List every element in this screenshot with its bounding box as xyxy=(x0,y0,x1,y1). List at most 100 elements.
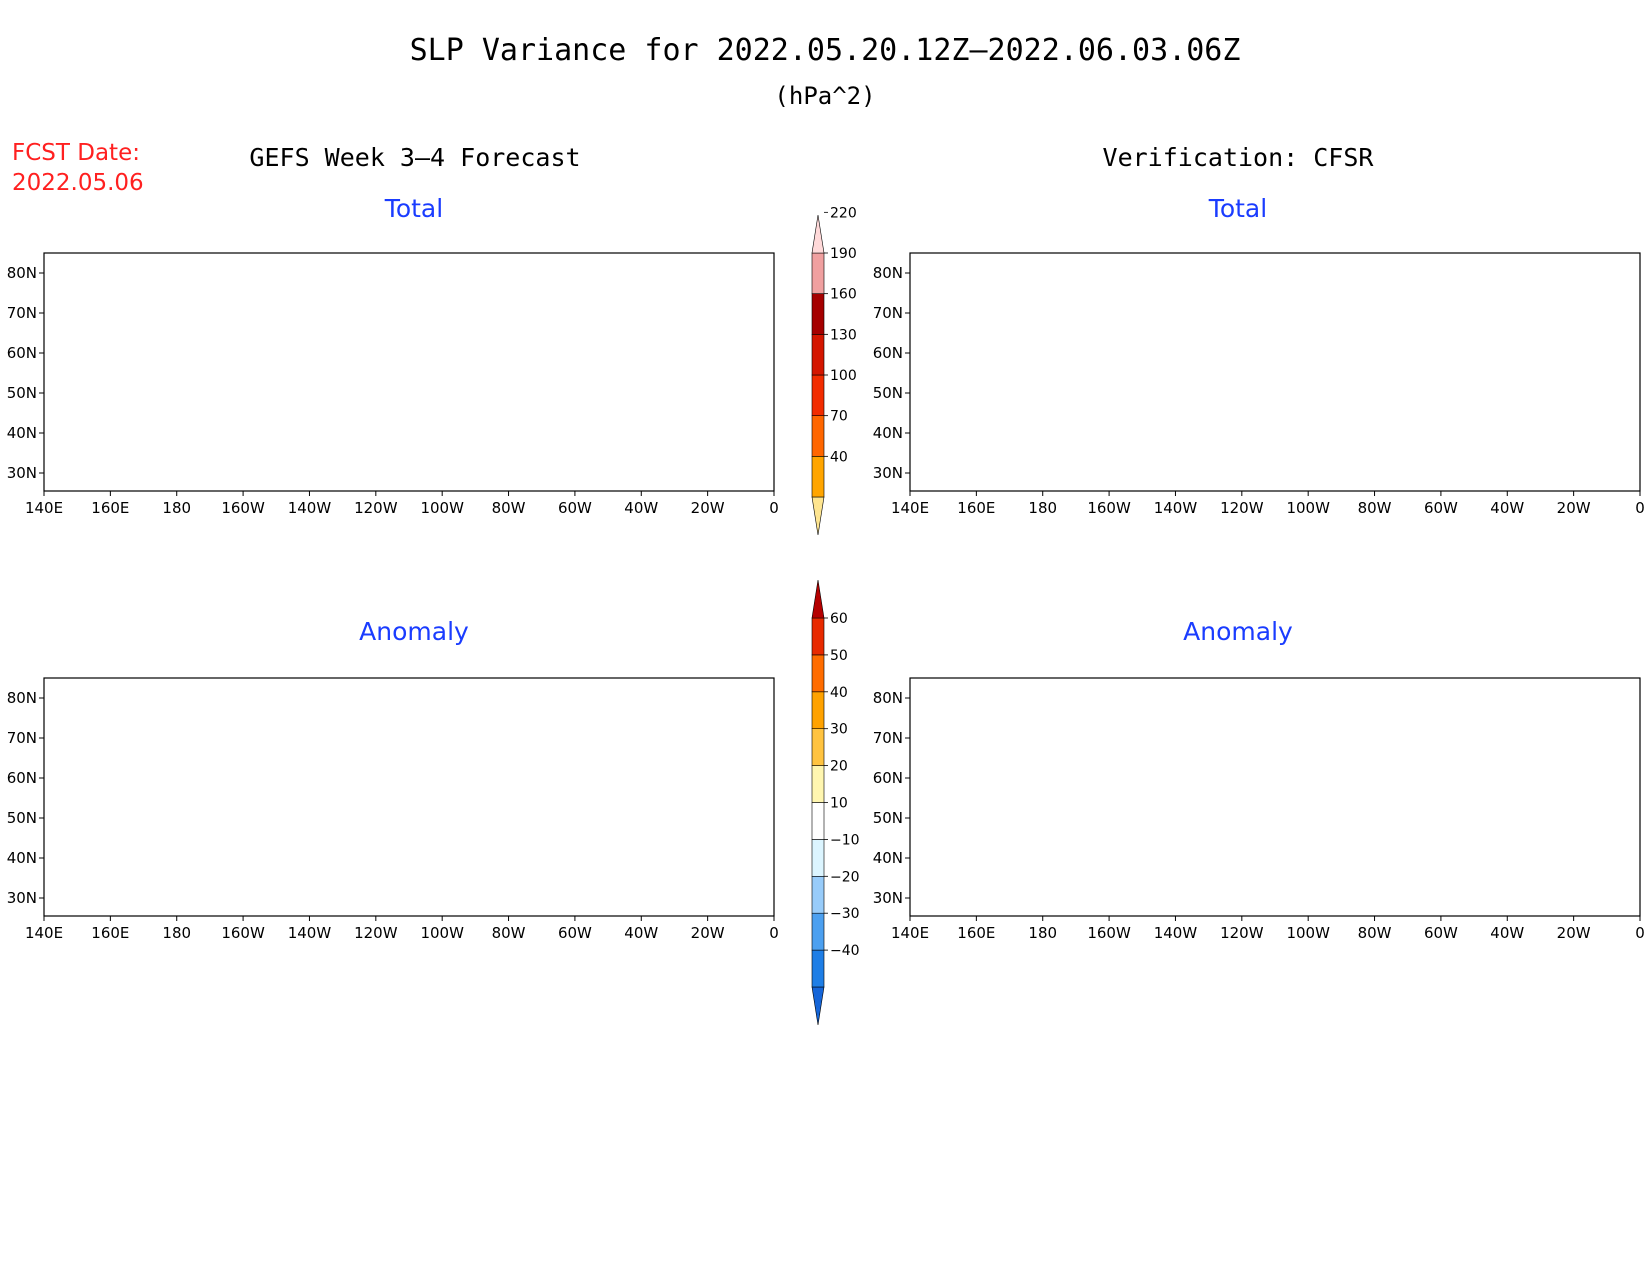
colorbar-level-label: 10 xyxy=(830,796,848,812)
lon-tick-label: 80W xyxy=(1358,924,1392,942)
lon-tick-label: 60W xyxy=(558,499,592,517)
colorbar-level-label: 160 xyxy=(830,287,857,303)
lon-tick-label: 140W xyxy=(1154,499,1198,517)
lat-tick-label: 80N xyxy=(873,689,903,707)
lat-tick-label: 30N xyxy=(7,889,37,907)
lon-tick-label: 0 xyxy=(769,924,779,942)
colorbar-swatch xyxy=(811,293,825,335)
colorbar-level-label: 70 xyxy=(830,409,848,425)
colorbar-level-label: 130 xyxy=(830,327,857,343)
axis-labels: 80N 70N 60N 50N 40N 30N 140E 160E 180 160W 140W 120… xyxy=(7,264,1645,942)
colorbar-total: 40 70 100 130 160 190 220 xyxy=(811,205,857,536)
map-panel-forecast-total xyxy=(43,252,775,492)
colorbar-level-label: −10 xyxy=(830,832,860,848)
lat-tick-label: 50N xyxy=(7,384,37,402)
lon-tick-label: 100W xyxy=(1286,499,1330,517)
lat-tick-label: 60N xyxy=(873,344,903,362)
lon-tick-label: 100W xyxy=(420,499,464,517)
column-title-left: GEFS Week 3–4 Forecast xyxy=(249,143,580,172)
lat-tick-label: 70N xyxy=(7,304,37,322)
lon-tick-label: 0 xyxy=(1635,499,1645,517)
lon-tick-label: 80W xyxy=(1358,499,1392,517)
main-title: SLP Variance for 2022.05.20.12Z–2022.06.… xyxy=(410,33,1241,68)
fcst-date: 2022.05.06 xyxy=(12,170,144,196)
lon-tick-label: 140W xyxy=(1154,924,1198,942)
panel-title-bottom-left: Anomaly xyxy=(359,617,469,646)
lon-tick-label: 140E xyxy=(891,924,929,942)
map-panel-verification-total xyxy=(909,252,1641,492)
lon-tick-label: 180 xyxy=(1028,499,1057,517)
colorbar-swatch xyxy=(811,334,825,376)
colorbar-swatch xyxy=(811,912,825,951)
colorbar-anomaly: −40 −30 −20 −10 10 20 30 40 50 60 xyxy=(811,579,860,1026)
lat-tick-label: 60N xyxy=(7,769,37,787)
lon-tick-label: 80W xyxy=(492,499,526,517)
colorbar-level-label: 40 xyxy=(830,685,848,701)
colorbar-level-label: 60 xyxy=(830,611,848,627)
lon-tick-label: 120W xyxy=(354,499,398,517)
colorbar-swatch xyxy=(811,252,825,294)
colorbar-swatch xyxy=(811,765,825,803)
colorbar-level-label: 30 xyxy=(830,722,848,738)
lon-tick-label: 160E xyxy=(91,924,129,942)
lon-tick-label: 160E xyxy=(957,499,995,517)
lon-tick-label: 40W xyxy=(1490,499,1524,517)
lon-tick-label: 20W xyxy=(691,499,725,517)
colorbar-level-label: −20 xyxy=(830,869,860,885)
colorbar-level-label: 220 xyxy=(830,205,857,221)
colorbar-swatch xyxy=(811,802,825,840)
lon-tick-label: 40W xyxy=(624,924,658,942)
lon-tick-label: 180 xyxy=(162,499,191,517)
lon-tick-label: 20W xyxy=(1557,499,1591,517)
lon-tick-label: 140W xyxy=(288,499,332,517)
lon-tick-label: 140W xyxy=(288,924,332,942)
lon-tick-label: 120W xyxy=(354,924,398,942)
lon-tick-label: 180 xyxy=(162,924,191,942)
panel-title-bottom-right: Anomaly xyxy=(1183,617,1293,646)
panel-title-top-right: Total xyxy=(1208,194,1267,223)
lon-tick-label: 0 xyxy=(769,499,779,517)
lat-tick-label: 70N xyxy=(873,304,903,322)
map-panel-forecast-anomaly xyxy=(43,677,775,917)
lon-tick-label: 60W xyxy=(1424,924,1458,942)
colorbar-swatch xyxy=(811,875,825,914)
lon-tick-label: 40W xyxy=(624,499,658,517)
lon-tick-label: 100W xyxy=(1286,924,1330,942)
lon-tick-label: 40W xyxy=(1490,924,1524,942)
colorbar-swatch xyxy=(811,496,825,536)
lat-tick-label: 40N xyxy=(873,849,903,867)
lon-tick-label: 120W xyxy=(1220,499,1264,517)
colorbar-swatch xyxy=(811,691,825,729)
lat-tick-label: 70N xyxy=(7,729,37,747)
lat-tick-label: 30N xyxy=(7,464,37,482)
lat-tick-label: 40N xyxy=(7,424,37,442)
lon-tick-label: 140E xyxy=(25,499,63,517)
colorbar-level-label: 40 xyxy=(830,449,848,465)
colorbar-swatch xyxy=(811,654,825,693)
lon-tick-label: 60W xyxy=(1424,499,1458,517)
lat-tick-label: 50N xyxy=(873,809,903,827)
colorbar-swatch xyxy=(811,839,825,877)
lat-tick-label: 40N xyxy=(7,849,37,867)
map-panel-verification-anomaly xyxy=(909,677,1641,917)
column-title-right: Verification: CFSR xyxy=(1103,143,1375,172)
colorbar-swatch xyxy=(811,949,825,988)
lon-tick-label: 60W xyxy=(558,924,592,942)
lat-tick-label: 30N xyxy=(873,464,903,482)
lon-tick-label: 160W xyxy=(1087,924,1131,942)
lon-tick-label: 140E xyxy=(891,499,929,517)
lon-tick-label: 160W xyxy=(221,499,265,517)
lat-tick-label: 50N xyxy=(7,809,37,827)
colorbar-level-label: −30 xyxy=(830,906,860,922)
colorbar-swatch xyxy=(811,456,825,498)
lon-tick-label: 100W xyxy=(420,924,464,942)
units-label: (hPa^2) xyxy=(774,82,875,110)
colorbar-level-label: 50 xyxy=(830,648,848,664)
lat-tick-label: 50N xyxy=(873,384,903,402)
lat-tick-label: 30N xyxy=(873,889,903,907)
lon-tick-label: 80W xyxy=(492,924,526,942)
lon-tick-label: 160W xyxy=(1087,499,1131,517)
colorbar-swatch xyxy=(811,986,825,1026)
lat-tick-label: 60N xyxy=(7,344,37,362)
